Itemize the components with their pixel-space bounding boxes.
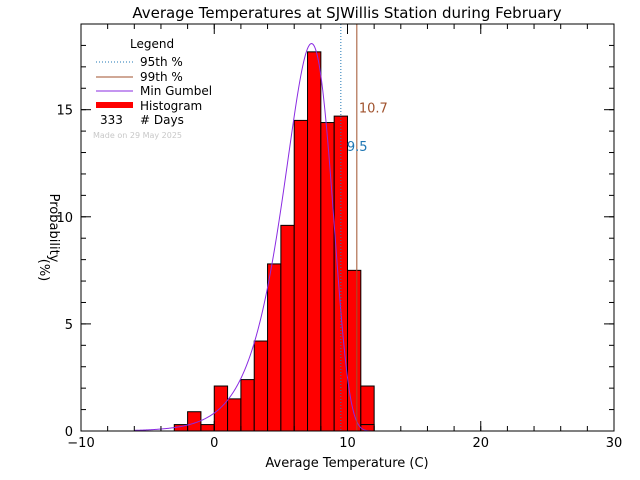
histogram-bar-13 — [347, 269, 362, 432]
histogram-bar-15 — [360, 424, 375, 432]
legend-label-95th: 95th % — [140, 55, 183, 69]
y-tick-label: 15 — [56, 104, 73, 119]
histogram-bar-8 — [280, 224, 295, 432]
legend-days-count: 333 — [100, 113, 123, 127]
histogram-bar-2 — [200, 424, 215, 432]
gumbel-curve — [134, 43, 381, 432]
legend-days-label: # Days — [140, 113, 184, 127]
x-axis-label: Average Temperature (C) — [265, 456, 428, 471]
legend-label-histogram: Histogram — [140, 99, 202, 113]
percentile-99-label: 10.7 — [359, 102, 388, 117]
histogram-bar-7 — [267, 263, 282, 432]
histogram-bar-4 — [227, 398, 242, 432]
y-axis-label: Probability — [46, 194, 61, 263]
legend-label-gumbel: Min Gumbel — [140, 84, 212, 98]
percentile-95-label: 9.5 — [347, 140, 368, 155]
histogram-bar-5 — [240, 379, 255, 432]
chart-title: Average Temperatures at SJWillis Station… — [132, 4, 561, 22]
x-tick-label: 10 — [339, 436, 356, 451]
y-tick-label: 10 — [56, 211, 73, 226]
legend-title: Legend — [130, 37, 174, 51]
histogram-bar-6 — [253, 340, 269, 432]
histogram-bar-9 — [293, 119, 309, 432]
x-tick-label: 20 — [472, 436, 489, 451]
y-tick-label: 0 — [65, 425, 73, 440]
x-tick-label: 30 — [606, 436, 623, 451]
histogram-bar-3 — [213, 385, 229, 432]
x-tick-label: −10 — [67, 436, 94, 451]
histogram-bar-11 — [320, 122, 335, 432]
y-tick-label: 5 — [65, 318, 73, 333]
legend-label-99th: 99th % — [140, 70, 183, 84]
made-on-stamp: Made on 29 May 2025 — [93, 131, 182, 140]
x-tick-label: 0 — [210, 436, 218, 451]
histogram-bar-10 — [307, 51, 322, 432]
legend: Legend 95th % 99th % Min Gumbel Histogra… — [93, 37, 212, 140]
y-axis-unit: (%) — [36, 259, 51, 282]
